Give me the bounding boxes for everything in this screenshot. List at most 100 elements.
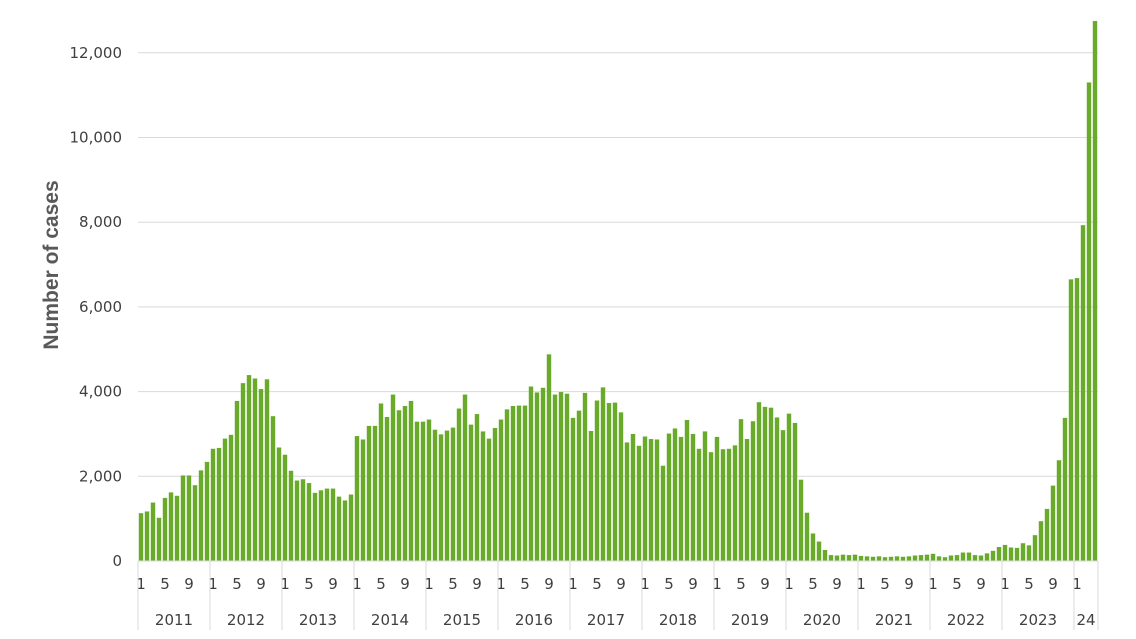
bar [660, 465, 666, 561]
bar [234, 400, 240, 561]
x-year-label: 2014 [371, 611, 409, 629]
bar [858, 555, 864, 561]
x-month-tick-label: 9 [256, 575, 266, 593]
bar [1032, 535, 1038, 561]
bar [672, 428, 678, 561]
x-year-label: 2021 [875, 611, 913, 629]
bar [666, 433, 672, 561]
bar [414, 421, 420, 561]
bar [738, 419, 744, 561]
bar [618, 412, 624, 561]
x-month-tick-label: 5 [448, 575, 458, 593]
bar [282, 454, 288, 561]
bar [702, 431, 708, 561]
bar [366, 425, 372, 561]
bar [378, 403, 384, 561]
bars [138, 21, 1098, 562]
bar [270, 416, 276, 561]
x-month-tick-label: 1 [1000, 575, 1010, 593]
y-tick-label: 6,000 [79, 298, 122, 316]
bar [318, 490, 324, 561]
x-month-tick-label: 1 [1072, 575, 1082, 593]
bar [750, 421, 756, 561]
bar [204, 461, 210, 561]
bar [756, 402, 762, 561]
bar [624, 442, 630, 561]
bar [834, 555, 840, 561]
y-tick-label: 2,000 [79, 467, 122, 485]
bar [456, 408, 462, 561]
bar [630, 433, 636, 561]
bar [1050, 485, 1056, 561]
bar [1026, 545, 1032, 561]
bar [354, 436, 360, 561]
x-month-tick-label: 5 [1024, 575, 1034, 593]
bar [408, 400, 414, 561]
bar [846, 555, 852, 561]
bar [438, 434, 444, 561]
x-month-tick-label: 1 [568, 575, 578, 593]
bar [432, 429, 438, 561]
x-month-tick-label: 5 [160, 575, 170, 593]
bar [390, 394, 396, 561]
bar [336, 496, 342, 561]
x-year-label: 2018 [659, 611, 697, 629]
x-month-tick-label: 5 [232, 575, 242, 593]
bar [792, 422, 798, 561]
bar [1068, 279, 1074, 561]
bar [240, 383, 246, 561]
x-month-tick-label: 9 [544, 575, 554, 593]
bar [360, 439, 366, 561]
bar [576, 410, 582, 561]
bar [216, 447, 222, 561]
y-axis-tick-labels: 0 2,000 4,000 6,000 8,000 10,000 12,000 [70, 44, 123, 570]
bar [330, 488, 336, 561]
bar [714, 436, 720, 561]
bar [684, 419, 690, 561]
bar [906, 556, 912, 561]
bar [990, 550, 996, 561]
bar [150, 502, 156, 561]
bar [1008, 547, 1014, 561]
x-month-tick-label: 1 [496, 575, 506, 593]
bar [984, 553, 990, 561]
y-tick-label: 0 [112, 552, 122, 570]
bar [552, 394, 558, 561]
bar [762, 406, 768, 561]
bar [966, 552, 972, 561]
bar [726, 448, 732, 561]
bar [306, 483, 312, 561]
x-month-tick-label: 9 [472, 575, 482, 593]
bar [174, 495, 180, 561]
x-month-tick-label: 9 [688, 575, 698, 593]
bar [744, 439, 750, 561]
bar [534, 392, 540, 561]
bar [1056, 460, 1062, 561]
bar [1086, 82, 1092, 561]
x-month-tick-label: 9 [1048, 575, 1058, 593]
x-month-tick-label: 9 [904, 575, 914, 593]
bar [138, 513, 144, 561]
bar [606, 403, 612, 561]
bar [228, 434, 234, 561]
x-month-tick-label: 5 [304, 575, 314, 593]
x-month-tick-label: 1 [424, 575, 434, 593]
bar [768, 407, 774, 561]
x-year-label: 2012 [227, 611, 265, 629]
x-month-tick-label: 1 [136, 575, 146, 593]
x-month-tick-label: 1 [784, 575, 794, 593]
bar [654, 439, 660, 561]
bar [960, 552, 966, 561]
bar [804, 512, 810, 561]
bar [1038, 521, 1044, 561]
bar [930, 553, 936, 561]
x-year-label: 2023 [1019, 611, 1057, 629]
bar [648, 439, 654, 561]
bar [786, 413, 792, 561]
bar [444, 430, 450, 561]
bar [420, 421, 426, 561]
bar [294, 480, 300, 561]
bar [918, 555, 924, 561]
bar [144, 511, 150, 561]
bar [1020, 543, 1026, 561]
